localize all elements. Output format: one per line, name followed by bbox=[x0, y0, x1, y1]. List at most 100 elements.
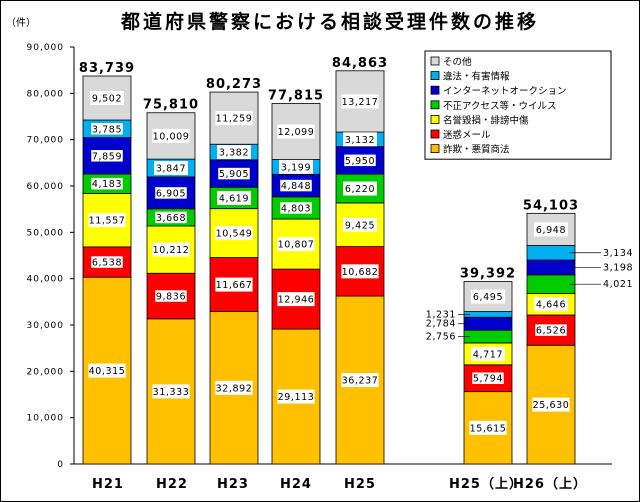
total-label: 77,815 bbox=[268, 88, 324, 103]
data-label: 3,668 bbox=[156, 213, 186, 224]
data-label: 2,756 bbox=[426, 332, 456, 343]
data-label-box bbox=[152, 184, 190, 202]
data-label: 3,198 bbox=[603, 262, 633, 273]
data-label-box bbox=[152, 128, 190, 143]
legend-label: インターネットオークション bbox=[443, 86, 567, 97]
chart-title: 都道府県警察における相談受理件数の推移 bbox=[120, 10, 539, 33]
data-label-box bbox=[88, 175, 126, 192]
data-label-box bbox=[532, 397, 570, 412]
x-category-label: H26（上） bbox=[513, 476, 587, 492]
data-label: 6,526 bbox=[536, 326, 566, 337]
data-label: 12,099 bbox=[278, 127, 315, 138]
legend-swatch bbox=[430, 100, 440, 110]
data-label: 9,836 bbox=[156, 292, 186, 303]
data-label-box bbox=[341, 152, 379, 169]
data-label: 4,803 bbox=[281, 203, 311, 214]
x-category-label: H25 bbox=[344, 477, 376, 492]
data-label: 5,905 bbox=[219, 169, 249, 180]
data-label-box bbox=[534, 222, 568, 237]
y-tick-label: 70,000 bbox=[27, 136, 65, 146]
data-label: 10,682 bbox=[342, 267, 379, 278]
data-label: 4,619 bbox=[219, 193, 249, 204]
data-label-box bbox=[343, 217, 377, 232]
data-label-box bbox=[279, 159, 313, 174]
data-label-box bbox=[90, 91, 124, 106]
data-label: 6,495 bbox=[473, 292, 503, 303]
bar-segment bbox=[463, 329, 513, 344]
x-category-label: H24 bbox=[280, 477, 312, 492]
x-category-label: H25（上） bbox=[449, 476, 523, 492]
total-label: 54,103 bbox=[523, 198, 579, 213]
data-label-box bbox=[215, 111, 253, 126]
data-label-box bbox=[277, 177, 315, 194]
data-label: 12,946 bbox=[278, 295, 315, 306]
total-label: 83,739 bbox=[79, 61, 135, 76]
legend-box bbox=[424, 50, 612, 160]
data-label: 40,315 bbox=[89, 366, 126, 377]
bar-segment bbox=[463, 316, 513, 331]
data-label-box bbox=[471, 289, 505, 304]
data-label: 11,557 bbox=[89, 216, 126, 227]
legend: その他違法・有害情報インターネットオークション不正アクセス等・ウイルス名誉毀損・… bbox=[424, 50, 612, 160]
data-label-box bbox=[343, 132, 377, 147]
data-label: 29,113 bbox=[278, 392, 315, 403]
legend-swatch bbox=[430, 85, 440, 95]
data-label: 10,212 bbox=[153, 245, 190, 256]
data-label: 32,892 bbox=[216, 383, 253, 394]
labels-group: 40,315 6,538 11,557 4,183 7,859 3,785 9,502 83,… bbox=[79, 56, 633, 492]
data-label-box bbox=[152, 384, 190, 399]
data-label-box bbox=[217, 145, 251, 160]
legend-label: 違法・有害情報 bbox=[443, 71, 510, 83]
y-tick-label: 50,000 bbox=[27, 228, 65, 238]
data-label-box bbox=[152, 287, 190, 305]
bar-segment bbox=[526, 245, 576, 261]
y-tick-label: 30,000 bbox=[27, 321, 65, 331]
data-label-box bbox=[217, 190, 251, 205]
legend-swatch bbox=[430, 144, 440, 154]
data-label-box bbox=[277, 292, 315, 307]
data-label: 4,021 bbox=[603, 279, 633, 290]
x-category-label: H23 bbox=[217, 477, 249, 492]
data-label: 6,538 bbox=[92, 258, 122, 269]
y-tick-label: 10,000 bbox=[27, 414, 65, 424]
data-label: 31,333 bbox=[153, 387, 190, 398]
y-axis-ticks: 0 10,000 20,000 30,000 40,000 50,000 60,000 70,… bbox=[27, 43, 612, 470]
y-axis-unit: （件） bbox=[6, 17, 36, 29]
data-label-box bbox=[154, 161, 188, 176]
data-label: 9,502 bbox=[92, 94, 122, 105]
data-label-box bbox=[88, 147, 126, 165]
data-label-box bbox=[277, 237, 315, 252]
data-label: 13,217 bbox=[342, 97, 379, 108]
data-label: 7,859 bbox=[92, 151, 122, 162]
data-label-box bbox=[152, 242, 190, 257]
data-label: 11,667 bbox=[216, 280, 253, 291]
data-label: 10,807 bbox=[278, 240, 315, 251]
total-label: 80,273 bbox=[206, 77, 262, 92]
data-label-box bbox=[343, 181, 377, 196]
data-label-box bbox=[88, 363, 126, 378]
data-label-box bbox=[215, 165, 253, 182]
legend-swatch bbox=[430, 129, 440, 139]
data-label: 15,615 bbox=[470, 423, 507, 434]
legend-swatch bbox=[430, 56, 440, 66]
bar-segment bbox=[526, 259, 576, 276]
data-label-box bbox=[215, 380, 253, 395]
data-label: 3,382 bbox=[219, 148, 249, 159]
data-label-box bbox=[469, 369, 507, 387]
data-label: 3,134 bbox=[603, 248, 633, 259]
data-label-box bbox=[532, 321, 570, 339]
total-label: 39,392 bbox=[460, 266, 516, 281]
total-label: 84,863 bbox=[332, 56, 388, 71]
data-label: 10,549 bbox=[216, 229, 253, 240]
data-label: 11,259 bbox=[216, 114, 253, 125]
y-tick-label: 40,000 bbox=[27, 275, 65, 285]
data-label-box bbox=[341, 264, 379, 279]
data-label: 2,784 bbox=[426, 319, 456, 330]
data-label: 25,630 bbox=[533, 400, 570, 411]
data-label-box bbox=[341, 373, 379, 388]
x-category-label: H22 bbox=[156, 477, 188, 492]
data-label: 4,646 bbox=[536, 300, 566, 311]
data-label-box bbox=[469, 420, 507, 435]
data-label: 6,220 bbox=[345, 184, 375, 195]
